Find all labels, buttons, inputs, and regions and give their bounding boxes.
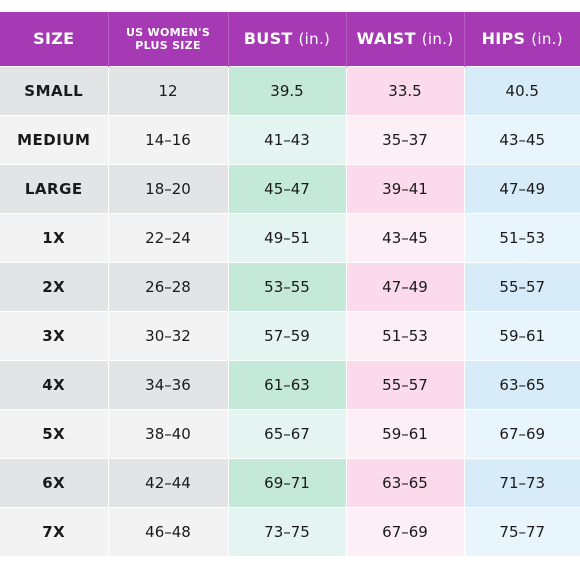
hips-cell: 67–69 xyxy=(464,408,580,458)
header-us-line2: PLUS SIZE xyxy=(135,38,201,52)
size-cell: 7X xyxy=(0,506,109,556)
waist-cell: 35–37 xyxy=(346,114,465,164)
size-cell: 1X xyxy=(0,212,109,262)
us-size-cell: 42–44 xyxy=(108,457,229,507)
bust-cell: 39.5 xyxy=(228,65,347,115)
hips-cell: 43–45 xyxy=(464,114,580,164)
bust-cell: 45–47 xyxy=(228,163,347,213)
table-row: 2X 26–28 53–55 47–49 55–57 xyxy=(0,261,580,311)
hips-cell: 47–49 xyxy=(464,163,580,213)
size-cell: 2X xyxy=(0,261,109,311)
size-cell: MEDIUM xyxy=(0,114,109,164)
size-cell: 6X xyxy=(0,457,109,507)
table-row: 7X 46–48 73–75 67–69 75–77 xyxy=(0,506,580,556)
table-row: 4X 34–36 61–63 55–57 63–65 xyxy=(0,359,580,409)
us-size-cell: 38–40 xyxy=(108,408,229,458)
hips-cell: 71–73 xyxy=(464,457,580,507)
header-us-line1: US WOMEN'S xyxy=(125,25,211,39)
bust-cell: 57–59 xyxy=(228,310,347,360)
size-cell: 3X xyxy=(0,310,109,360)
bust-cell: 65–67 xyxy=(228,408,347,458)
header-size: SIZE xyxy=(0,12,109,66)
waist-cell: 39–41 xyxy=(346,163,465,213)
us-size-cell: 34–36 xyxy=(108,359,229,409)
table-row: MEDIUM 14–16 41–43 35–37 43–45 xyxy=(0,114,580,164)
header-bust-label: BUST xyxy=(243,29,293,49)
header-us-plus-size: US WOMEN'S PLUS SIZE xyxy=(108,12,229,66)
header-bust: BUST (in.) xyxy=(228,12,347,66)
size-cell: 4X xyxy=(0,359,109,409)
header-hips-unit: (in.) xyxy=(531,30,563,49)
us-size-cell: 18–20 xyxy=(108,163,229,213)
waist-cell: 67–69 xyxy=(346,506,465,556)
hips-cell: 75–77 xyxy=(464,506,580,556)
table-row: 6X 42–44 69–71 63–65 71–73 xyxy=(0,457,580,507)
waist-cell: 43–45 xyxy=(346,212,465,262)
bust-cell: 69–71 xyxy=(228,457,347,507)
us-size-cell: 12 xyxy=(108,65,229,115)
size-cell: LARGE xyxy=(0,163,109,213)
waist-cell: 55–57 xyxy=(346,359,465,409)
size-chart-table: SIZE US WOMEN'S PLUS SIZE BUST (in.) WAI… xyxy=(0,12,580,556)
table-row: 1X 22–24 49–51 43–45 51–53 xyxy=(0,212,580,262)
size-cell: 5X xyxy=(0,408,109,458)
waist-cell: 33.5 xyxy=(346,65,465,115)
header-waist-unit: (in.) xyxy=(421,30,454,49)
us-size-cell: 46–48 xyxy=(108,506,229,556)
hips-cell: 51–53 xyxy=(464,212,580,262)
hips-cell: 63–65 xyxy=(464,359,580,409)
hips-cell: 40.5 xyxy=(464,65,580,115)
header-bust-unit: (in.) xyxy=(298,30,331,49)
size-cell: SMALL xyxy=(0,65,109,115)
table-row: 3X 30–32 57–59 51–53 59–61 xyxy=(0,310,580,360)
waist-cell: 59–61 xyxy=(346,408,465,458)
table-row: SMALL 12 39.5 33.5 40.5 xyxy=(0,65,580,115)
bust-cell: 49–51 xyxy=(228,212,347,262)
waist-cell: 63–65 xyxy=(346,457,465,507)
bust-cell: 73–75 xyxy=(228,506,347,556)
us-size-cell: 30–32 xyxy=(108,310,229,360)
us-size-cell: 26–28 xyxy=(108,261,229,311)
waist-cell: 47–49 xyxy=(346,261,465,311)
header-waist-label: WAIST xyxy=(356,29,416,49)
table-row: LARGE 18–20 45–47 39–41 47–49 xyxy=(0,163,580,213)
header-row: SIZE US WOMEN'S PLUS SIZE BUST (in.) WAI… xyxy=(0,12,580,66)
hips-cell: 55–57 xyxy=(464,261,580,311)
header-waist: WAIST (in.) xyxy=(346,12,465,66)
waist-cell: 51–53 xyxy=(346,310,465,360)
table-row: 5X 38–40 65–67 59–61 67–69 xyxy=(0,408,580,458)
bust-cell: 61–63 xyxy=(228,359,347,409)
header-hips: HIPS (in.) xyxy=(464,12,580,66)
hips-cell: 59–61 xyxy=(464,310,580,360)
us-size-cell: 14–16 xyxy=(108,114,229,164)
bust-cell: 41–43 xyxy=(228,114,347,164)
header-hips-label: HIPS xyxy=(481,29,526,49)
bust-cell: 53–55 xyxy=(228,261,347,311)
us-size-cell: 22–24 xyxy=(108,212,229,262)
